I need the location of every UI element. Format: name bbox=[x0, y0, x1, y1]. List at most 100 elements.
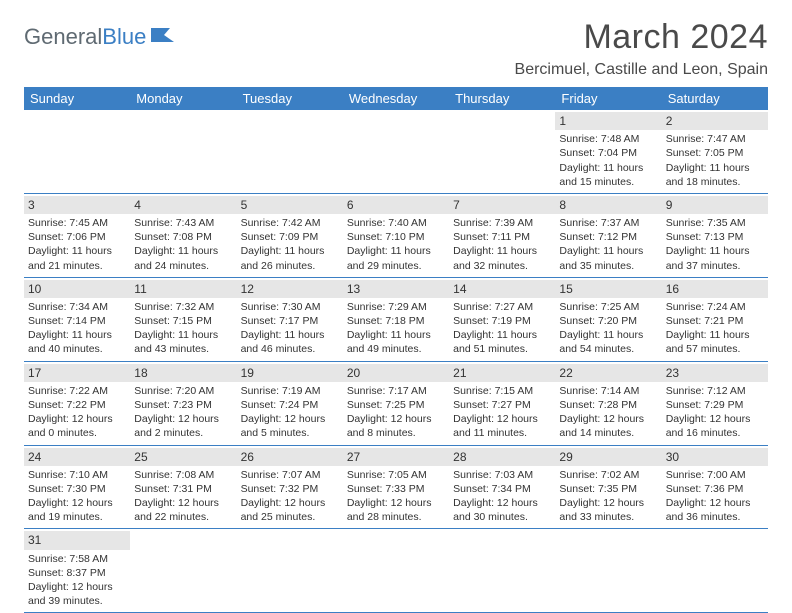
daylight-text: Daylight: 12 hours and 19 minutes. bbox=[28, 496, 126, 524]
sunrise-text: Sunrise: 7:05 AM bbox=[347, 468, 445, 482]
sunrise-text: Sunrise: 7:39 AM bbox=[453, 216, 551, 230]
logo-text-2: Blue bbox=[102, 24, 146, 50]
daylight-text: Daylight: 11 hours and 46 minutes. bbox=[241, 328, 339, 356]
day-number: 27 bbox=[343, 448, 449, 466]
daylight-text: Daylight: 11 hours and 15 minutes. bbox=[559, 161, 657, 189]
sunset-text: Sunset: 7:17 PM bbox=[241, 314, 339, 328]
calendar-cell: 30Sunrise: 7:00 AMSunset: 7:36 PMDayligh… bbox=[662, 446, 768, 529]
calendar-cell-empty bbox=[237, 529, 343, 612]
daylight-text: Daylight: 12 hours and 36 minutes. bbox=[666, 496, 764, 524]
sunset-text: Sunset: 7:09 PM bbox=[241, 230, 339, 244]
calendar-cell-empty bbox=[662, 529, 768, 612]
calendar-cell: 15Sunrise: 7:25 AMSunset: 7:20 PMDayligh… bbox=[555, 278, 661, 361]
day-number: 12 bbox=[237, 280, 343, 298]
sunrise-text: Sunrise: 7:20 AM bbox=[134, 384, 232, 398]
sunset-text: Sunset: 8:37 PM bbox=[28, 566, 126, 580]
sunset-text: Sunset: 7:11 PM bbox=[453, 230, 551, 244]
daylight-text: Daylight: 12 hours and 0 minutes. bbox=[28, 412, 126, 440]
day-number: 28 bbox=[449, 448, 555, 466]
sunset-text: Sunset: 7:34 PM bbox=[453, 482, 551, 496]
day-number: 10 bbox=[24, 280, 130, 298]
calendar-week: 3Sunrise: 7:45 AMSunset: 7:06 PMDaylight… bbox=[24, 194, 768, 278]
sunrise-text: Sunrise: 7:27 AM bbox=[453, 300, 551, 314]
sunrise-text: Sunrise: 7:47 AM bbox=[666, 132, 764, 146]
sunset-text: Sunset: 7:10 PM bbox=[347, 230, 445, 244]
daylight-text: Daylight: 11 hours and 43 minutes. bbox=[134, 328, 232, 356]
calendar-cell: 12Sunrise: 7:30 AMSunset: 7:17 PMDayligh… bbox=[237, 278, 343, 361]
daylight-text: Daylight: 11 hours and 57 minutes. bbox=[666, 328, 764, 356]
sunrise-text: Sunrise: 7:22 AM bbox=[28, 384, 126, 398]
sunrise-text: Sunrise: 7:14 AM bbox=[559, 384, 657, 398]
sunrise-text: Sunrise: 7:24 AM bbox=[666, 300, 764, 314]
sunrise-text: Sunrise: 7:19 AM bbox=[241, 384, 339, 398]
day-number: 11 bbox=[130, 280, 236, 298]
daylight-text: Daylight: 12 hours and 25 minutes. bbox=[241, 496, 339, 524]
sunset-text: Sunset: 7:28 PM bbox=[559, 398, 657, 412]
daylight-text: Daylight: 11 hours and 49 minutes. bbox=[347, 328, 445, 356]
day-number: 23 bbox=[662, 364, 768, 382]
calendar-cell: 23Sunrise: 7:12 AMSunset: 7:29 PMDayligh… bbox=[662, 362, 768, 445]
sunrise-text: Sunrise: 7:43 AM bbox=[134, 216, 232, 230]
day-header: Tuesday bbox=[237, 87, 343, 110]
calendar-cell: 24 Sunrise: 7:10 AMSunset: 7:30 PMDayligh… bbox=[24, 446, 130, 529]
day-number: 5 bbox=[237, 196, 343, 214]
calendar-week: 17Sunrise: 7:22 AMSunset: 7:22 PMDayligh… bbox=[24, 362, 768, 446]
calendar-cell: 21Sunrise: 7:15 AMSunset: 7:27 PMDayligh… bbox=[449, 362, 555, 445]
day-header: Saturday bbox=[662, 87, 768, 110]
calendar-cell: 25Sunrise: 7:08 AMSunset: 7:31 PMDayligh… bbox=[130, 446, 236, 529]
calendar-cell-empty bbox=[130, 110, 236, 193]
daylight-text: Daylight: 12 hours and 5 minutes. bbox=[241, 412, 339, 440]
daylight-text: Daylight: 12 hours and 14 minutes. bbox=[559, 412, 657, 440]
day-number: 6 bbox=[343, 196, 449, 214]
calendar-cell-empty bbox=[449, 529, 555, 612]
day-header: Wednesday bbox=[343, 87, 449, 110]
daylight-text: Daylight: 11 hours and 24 minutes. bbox=[134, 244, 232, 272]
day-number: 20 bbox=[343, 364, 449, 382]
calendar: SundayMondayTuesdayWednesdayThursdayFrid… bbox=[24, 87, 768, 613]
month-title: March 2024 bbox=[515, 18, 768, 57]
daylight-text: Daylight: 11 hours and 35 minutes. bbox=[559, 244, 657, 272]
sunset-text: Sunset: 7:30 PM bbox=[28, 482, 126, 496]
calendar-cell: 22 Sunrise: 7:14 AMSunset: 7:28 PMDayligh… bbox=[555, 362, 661, 445]
calendar-cell: 8Sunrise: 7:37 AMSunset: 7:12 PMDaylight… bbox=[555, 194, 661, 277]
sunrise-text: Sunrise: 7:32 AM bbox=[134, 300, 232, 314]
day-number: 25 bbox=[130, 448, 236, 466]
sunset-text: Sunset: 7:33 PM bbox=[347, 482, 445, 496]
day-number: 24 bbox=[24, 448, 130, 466]
daylight-text: Daylight: 11 hours and 21 minutes. bbox=[28, 244, 126, 272]
day-number: 22 bbox=[555, 364, 661, 382]
daylight-text: Daylight: 11 hours and 26 minutes. bbox=[241, 244, 339, 272]
calendar-cell: 20Sunrise: 7:17 AMSunset: 7:25 PMDayligh… bbox=[343, 362, 449, 445]
sunset-text: Sunset: 7:25 PM bbox=[347, 398, 445, 412]
calendar-cell: 17Sunrise: 7:22 AMSunset: 7:22 PMDayligh… bbox=[24, 362, 130, 445]
calendar-cell-empty bbox=[555, 529, 661, 612]
daylight-text: Daylight: 11 hours and 40 minutes. bbox=[28, 328, 126, 356]
sunset-text: Sunset: 7:18 PM bbox=[347, 314, 445, 328]
calendar-week: 1Sunrise: 7:48 AMSunset: 7:04 PMDaylight… bbox=[24, 110, 768, 194]
sunrise-text: Sunrise: 7:10 AM bbox=[28, 468, 126, 482]
sunset-text: Sunset: 7:24 PM bbox=[241, 398, 339, 412]
calendar-cell: 18Sunrise: 7:20 AMSunset: 7:23 PMDayligh… bbox=[130, 362, 236, 445]
sunset-text: Sunset: 7:12 PM bbox=[559, 230, 657, 244]
day-number: 4 bbox=[130, 196, 236, 214]
daylight-text: Daylight: 11 hours and 32 minutes. bbox=[453, 244, 551, 272]
sunset-text: Sunset: 7:14 PM bbox=[28, 314, 126, 328]
sunrise-text: Sunrise: 7:58 AM bbox=[28, 552, 126, 566]
sunset-text: Sunset: 7:22 PM bbox=[28, 398, 126, 412]
day-number: 2 bbox=[662, 112, 768, 130]
daylight-text: Daylight: 12 hours and 16 minutes. bbox=[666, 412, 764, 440]
day-number: 1 bbox=[555, 112, 661, 130]
sunset-text: Sunset: 7:35 PM bbox=[559, 482, 657, 496]
sunrise-text: Sunrise: 7:00 AM bbox=[666, 468, 764, 482]
daylight-text: Daylight: 11 hours and 37 minutes. bbox=[666, 244, 764, 272]
daylight-text: Daylight: 12 hours and 11 minutes. bbox=[453, 412, 551, 440]
daylight-text: Daylight: 12 hours and 8 minutes. bbox=[347, 412, 445, 440]
sunrise-text: Sunrise: 7:48 AM bbox=[559, 132, 657, 146]
sunrise-text: Sunrise: 7:08 AM bbox=[134, 468, 232, 482]
daylight-text: Daylight: 11 hours and 29 minutes. bbox=[347, 244, 445, 272]
sunset-text: Sunset: 7:15 PM bbox=[134, 314, 232, 328]
calendar-cell: 10Sunrise: 7:34 AMSunset: 7:14 PMDayligh… bbox=[24, 278, 130, 361]
calendar-cell-empty bbox=[24, 110, 130, 193]
calendar-cell-empty bbox=[449, 110, 555, 193]
calendar-cell: 13Sunrise: 7:29 AMSunset: 7:18 PMDayligh… bbox=[343, 278, 449, 361]
